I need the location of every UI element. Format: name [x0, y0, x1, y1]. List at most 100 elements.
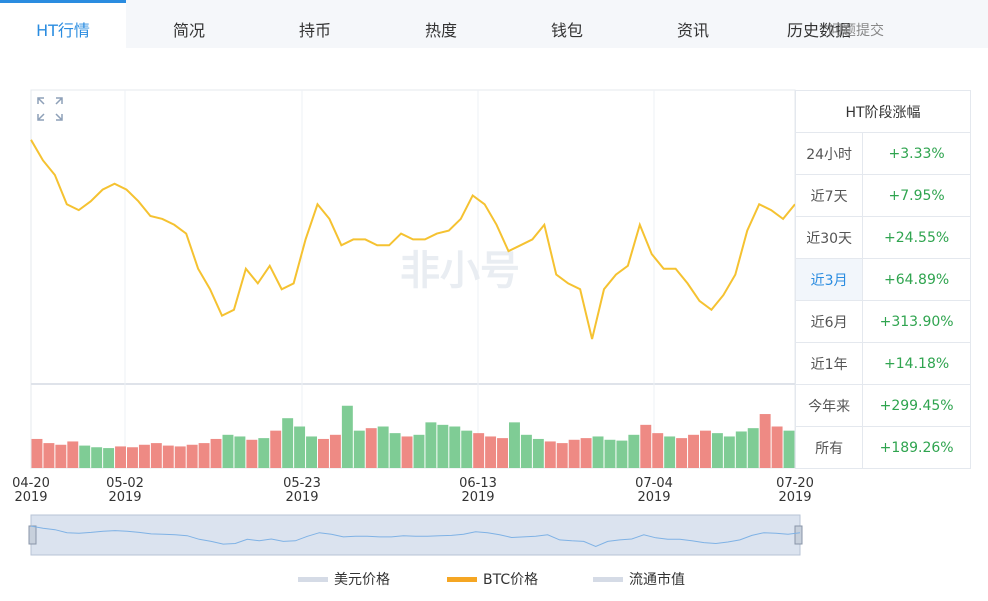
- volume-bar: [353, 430, 365, 468]
- volume-bar: [306, 436, 317, 468]
- volume-bar: [138, 444, 150, 468]
- x-tick-label: 07-20: [776, 476, 814, 491]
- navigator-line: [30, 525, 801, 548]
- volume-bar: [31, 438, 43, 468]
- volume-bar: [234, 436, 246, 468]
- volume-bar: [604, 439, 616, 468]
- table-row: 近30天 +24.55%: [794, 216, 971, 259]
- period-label: 所有: [794, 426, 864, 469]
- x-tick-label: 05-23: [283, 476, 321, 491]
- period-label: 近6月: [794, 300, 864, 343]
- change-value: +299.45%: [862, 384, 971, 427]
- tab[interactable]: 历史数据: [786, 21, 851, 40]
- price-line: [30, 139, 796, 340]
- x-tick-label: 2019: [461, 490, 494, 505]
- volume-bar: [556, 443, 568, 468]
- volume-bar: [318, 438, 329, 468]
- volume-bar: [735, 431, 747, 468]
- navigator-handle[interactable]: [28, 525, 37, 545]
- volume-bar: [509, 422, 520, 468]
- volume-bar: [437, 424, 449, 468]
- tab[interactable]: 简况: [172, 21, 205, 40]
- volume-bar: [413, 434, 425, 468]
- volume-bar: [91, 447, 103, 468]
- tab[interactable]: 钱包: [550, 21, 583, 40]
- volume-bar: [270, 430, 282, 468]
- expand-icon[interactable]: [37, 97, 63, 121]
- volume-bar: [258, 438, 270, 468]
- volume-bar: [628, 434, 640, 468]
- volume-bar: [365, 428, 377, 468]
- period-label: 近7天: [794, 174, 864, 217]
- legend-label: BTC价格: [483, 572, 538, 588]
- change-value: +313.90%: [862, 300, 971, 343]
- volume-bar: [473, 433, 485, 468]
- volume-bar: [664, 436, 676, 468]
- volume-bar: [341, 405, 353, 468]
- volume-bar: [389, 433, 401, 468]
- legend-swatch: [593, 577, 623, 582]
- x-tick-label: 04-20: [12, 476, 50, 491]
- table-row: 近6月 +313.90%: [794, 300, 971, 343]
- volume-bar: [115, 446, 126, 468]
- tab[interactable]: 问题提交: [828, 23, 884, 39]
- table-row[interactable]: 近3月 +64.89%: [794, 258, 971, 301]
- period-label: 近1年: [794, 342, 864, 385]
- change-value: +3.33%: [862, 132, 971, 175]
- volume-bar: [162, 445, 174, 468]
- navigator[interactable]: [30, 514, 801, 556]
- volume-bar: [783, 430, 795, 468]
- table-title: HT阶段涨幅: [795, 90, 971, 133]
- legend-swatch: [298, 577, 328, 582]
- volume-bar: [747, 428, 759, 468]
- x-tick-label: 2019: [778, 490, 811, 505]
- period-label: 近3月: [794, 258, 864, 301]
- volume-bar: [425, 422, 437, 468]
- tab[interactable]: HT行情: [0, 0, 126, 48]
- x-tick-label: 06-13: [459, 476, 497, 491]
- x-tick-label: 2019: [285, 490, 318, 505]
- x-tick-label: 2019: [108, 490, 141, 505]
- volume-bar: [520, 434, 532, 468]
- volume-bar: [79, 445, 91, 468]
- volume-bar: [222, 434, 234, 468]
- volume-bar: [127, 447, 138, 468]
- legend-label: 流通市值: [629, 571, 685, 588]
- navigator-handle[interactable]: [794, 525, 803, 545]
- volume-bar: [282, 418, 294, 468]
- period-label: 24小时: [794, 132, 864, 175]
- volume-bar: [497, 438, 508, 468]
- volume-bar: [568, 439, 580, 468]
- table-row: 近1年 +14.18%: [794, 342, 971, 385]
- volume-bar: [198, 443, 210, 468]
- volume-bar: [43, 443, 55, 468]
- volume-bar: [688, 434, 699, 468]
- tab[interactable]: 持币: [298, 21, 331, 40]
- volume-bar: [294, 426, 306, 468]
- table-row: 今年来 +299.45%: [794, 384, 971, 427]
- volume-bar: [210, 438, 222, 468]
- x-tick-label: 07-04: [635, 476, 673, 491]
- tab[interactable]: 资讯: [676, 21, 709, 40]
- volume-bar: [246, 439, 258, 468]
- x-tick-label: 05-02: [106, 476, 144, 491]
- volume-bar: [592, 436, 604, 468]
- volume-bar: [771, 426, 783, 468]
- volume-bar: [640, 424, 652, 468]
- volume-bar: [103, 448, 115, 468]
- legend-label: 美元价格: [334, 572, 390, 588]
- table-row: 所有 +189.26%: [794, 426, 971, 469]
- volume-bar: [174, 446, 186, 468]
- watermark: 非小号: [400, 248, 520, 294]
- volume-bar: [676, 438, 688, 468]
- table-row: 近7天 +7.95%: [794, 174, 971, 217]
- change-value: +189.26%: [862, 426, 971, 469]
- volume-bar: [67, 441, 79, 468]
- legend-swatch: [447, 577, 477, 582]
- tab[interactable]: 热度: [424, 21, 457, 40]
- change-value: +14.18%: [862, 342, 971, 385]
- volume-bar: [449, 426, 461, 468]
- change-value: +64.89%: [862, 258, 971, 301]
